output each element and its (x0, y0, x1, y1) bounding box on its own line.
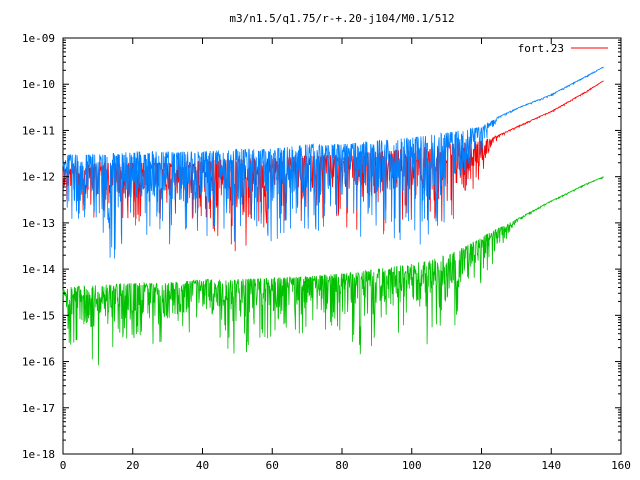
y-tick-label: 1e-11 (22, 124, 55, 137)
chart-title: m3/n1.5/q1.75/r-+.20-j104/M0.1/512 (229, 12, 454, 25)
series-layer (62, 66, 604, 366)
legend: fort.23 (518, 42, 608, 55)
y-tick-label: 1e-09 (22, 32, 55, 45)
x-tick-label: 20 (126, 459, 139, 472)
series-line-2 (62, 176, 604, 366)
ticks-layer: 0 20 40 60 80 100 120 140 160 1e-18 1e-17 1e-16 1e-1… (22, 32, 631, 472)
x-tick-label: 0 (60, 459, 67, 472)
y-tick-label: 1e-15 (22, 309, 55, 322)
y-tick-label: 1e-14 (22, 263, 55, 276)
legend-label: fort.23 (518, 42, 564, 55)
y-tick-label: 1e-17 (22, 402, 55, 415)
x-tick-label: 120 (472, 459, 492, 472)
y-tick-label: 1e-16 (22, 356, 55, 369)
y-tick-label: 1e-10 (22, 78, 55, 91)
series-line-1 (62, 66, 604, 259)
x-tick-label: 160 (611, 459, 631, 472)
x-tick-label: 80 (335, 459, 348, 472)
y-tick-label: 1e-12 (22, 171, 55, 184)
y-tick-label: 1e-18 (22, 448, 55, 461)
x-tick-label: 100 (402, 459, 422, 472)
x-tick-label: 140 (541, 459, 561, 472)
x-tick-label: 40 (196, 459, 209, 472)
y-tick-label: 1e-13 (22, 217, 55, 230)
x-tick-label: 60 (266, 459, 279, 472)
